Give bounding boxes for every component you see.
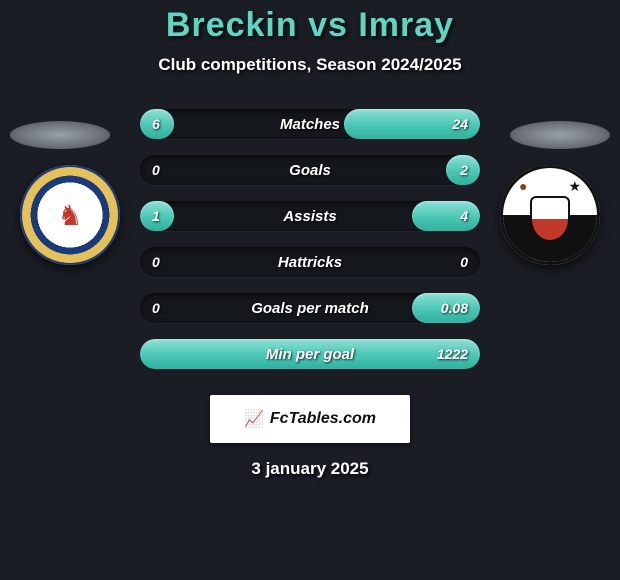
brand-label: FcTables.com <box>270 410 376 428</box>
stat-value-right: 4 <box>448 201 480 231</box>
stat-value-right: 0.08 <box>429 293 480 323</box>
shield-icon <box>530 196 570 242</box>
team-crest-right: ★ ● <box>500 165 600 265</box>
pedestal-right <box>510 121 610 149</box>
lion-icon: ♞ <box>57 199 82 232</box>
stat-value-right: 0 <box>448 247 480 277</box>
page-title: Breckin vs Imray <box>0 6 620 45</box>
stat-row: Min per goal1222 <box>140 339 480 369</box>
pedestal-left <box>10 121 110 149</box>
stat-value-left <box>140 339 164 369</box>
stat-value-right: 1222 <box>425 339 480 369</box>
stat-label: Goals <box>140 155 480 185</box>
stat-value-left: 0 <box>140 293 172 323</box>
comparison-card: Breckin vs Imray Club competitions, Seas… <box>0 0 620 479</box>
page-subtitle: Club competitions, Season 2024/2025 <box>0 55 620 75</box>
stat-row: Assists1 4 <box>140 201 480 231</box>
stat-value-right: 24 <box>440 109 480 139</box>
star-icon: ★ <box>568 178 581 195</box>
chart-icon: 📈 <box>244 409 264 429</box>
stat-row: Matches6 24 <box>140 109 480 139</box>
stat-value-left: 0 <box>140 247 172 277</box>
stat-value-left: 0 <box>140 155 172 185</box>
stat-label: Hattricks <box>140 247 480 277</box>
stat-label: Matches <box>140 109 480 139</box>
stats-arena: ♞ ★ ● Matches624Goals02Assists14Hattrick… <box>0 103 620 383</box>
stat-row: Goals per match00.08 <box>140 293 480 323</box>
stat-row: Goals0 2 <box>140 155 480 185</box>
stat-value-left: 6 <box>140 109 172 139</box>
bromley-fc-crest-icon: ★ ● <box>500 165 600 265</box>
stat-row: Hattricks0 0 <box>140 247 480 277</box>
stat-value-right: 2 <box>448 155 480 185</box>
stat-value-left: 1 <box>140 201 172 231</box>
team-crest-left: ♞ <box>20 165 120 265</box>
crewe-alexandra-crest-icon: ♞ <box>20 165 120 265</box>
date-label: 3 january 2025 <box>0 459 620 479</box>
brand-badge[interactable]: 📈 FcTables.com <box>210 395 410 443</box>
stat-label: Assists <box>140 201 480 231</box>
stats-list: Matches624Goals02Assists14Hattricks00Goa… <box>140 109 480 385</box>
acorn-icon: ● <box>519 178 527 194</box>
